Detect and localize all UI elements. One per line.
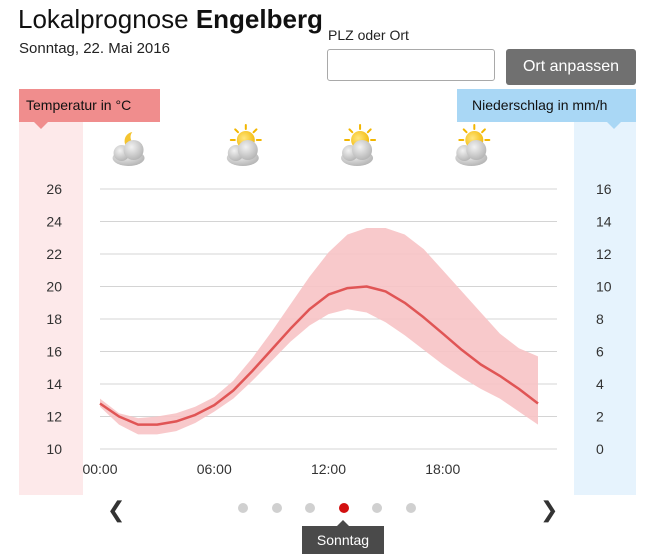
y-left-tick-label: 26: [46, 181, 62, 197]
y-left-tick-label: 22: [46, 246, 62, 262]
page-title: Lokalprognose Engelberg: [18, 4, 323, 35]
moon-cloud-icon: [112, 129, 147, 166]
y-right-tick-label: 12: [596, 246, 612, 262]
pager-dot[interactable]: [338, 503, 349, 513]
pager-dot[interactable]: [405, 503, 416, 513]
y-right-tick-label: 16: [596, 181, 612, 197]
y-left-tick-label: 16: [46, 344, 62, 360]
pager-dot[interactable]: [305, 503, 315, 513]
temperature-column: [19, 92, 83, 495]
plz-input[interactable]: [327, 49, 495, 81]
y-right-tick-label: 4: [596, 376, 604, 392]
change-location-button[interactable]: Ort anpassen: [506, 49, 636, 85]
y-right-tick-label: 0: [596, 441, 604, 457]
title-prefix: Lokalprognose: [18, 4, 189, 34]
prev-day-arrow[interactable]: ❮: [107, 497, 126, 522]
x-tick-label: 06:00: [197, 461, 232, 477]
x-tick-label: 12:00: [311, 461, 346, 477]
pager-dot[interactable]: [372, 503, 382, 513]
y-right-tick-label: 6: [596, 344, 604, 360]
y-left-tick-label: 10: [46, 441, 62, 457]
temperature-range-band: [100, 228, 538, 435]
precipitation-axis-tab: Niederschlag in mm/h: [457, 89, 636, 129]
pager-dot[interactable]: [238, 503, 248, 513]
x-tick-label: 18:00: [425, 461, 460, 477]
title-place: Engelberg: [195, 4, 323, 34]
precipitation-column: [574, 92, 636, 495]
x-tick-label: 00:00: [82, 461, 117, 477]
y-right-tick-label: 14: [596, 214, 612, 230]
temperature-line: [99, 285, 539, 426]
y-right-tick-label: 10: [596, 279, 612, 295]
pager-dot[interactable]: [271, 503, 282, 513]
sun-cloud-icon: [226, 124, 262, 166]
sun-cloud-icon: [341, 124, 377, 166]
next-day-arrow[interactable]: ❯: [540, 497, 559, 522]
temperature-axis-tab: Temperatur in °C: [19, 89, 160, 129]
forecast-date: Sonntag, 22. Mai 2016: [19, 40, 170, 57]
y-left-tick-label: 24: [46, 214, 62, 230]
active-day-tooltip: Sonntag: [302, 520, 384, 554]
y-left-tick-label: 12: [46, 409, 62, 425]
y-left-tick-label: 18: [46, 311, 62, 327]
y-left-tick-label: 20: [46, 279, 62, 295]
plz-label: PLZ oder Ort: [328, 27, 409, 43]
y-right-tick-label: 2: [596, 409, 604, 425]
y-left-tick-label: 14: [46, 376, 62, 392]
y-right-tick-label: 8: [596, 311, 604, 327]
sun-cloud-icon: [455, 124, 491, 166]
